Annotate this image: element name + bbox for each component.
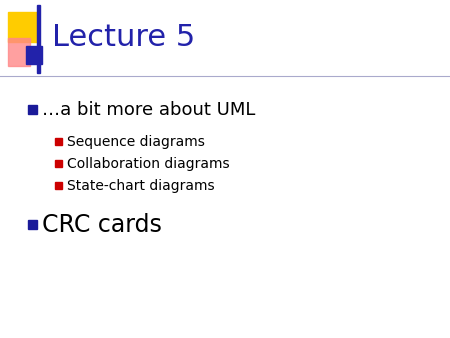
Bar [8,12,38,42]
Bar [37,5,40,73]
Bar [28,220,37,229]
Text: CRC cards: CRC cards [42,213,162,237]
Text: Collaboration diagrams: Collaboration diagrams [67,157,230,171]
Text: …a bit more about UML: …a bit more about UML [42,101,256,119]
Text: State-chart diagrams: State-chart diagrams [67,179,215,193]
Bar [8,38,30,66]
Bar [28,105,37,114]
Text: Lecture 5: Lecture 5 [52,24,195,52]
Text: Sequence diagrams: Sequence diagrams [67,135,205,149]
Bar [55,138,62,145]
Bar [55,182,62,189]
Bar [26,46,42,64]
Bar [55,160,62,167]
